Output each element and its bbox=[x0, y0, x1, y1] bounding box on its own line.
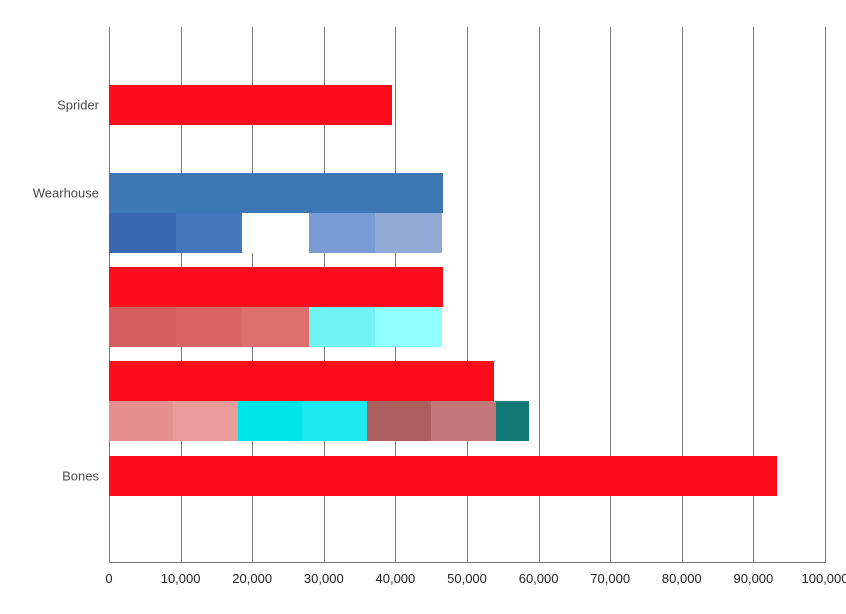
x-tick-label: 80,000 bbox=[662, 571, 702, 586]
bar-segment bbox=[109, 85, 392, 125]
bar-segment bbox=[109, 267, 443, 307]
gridline bbox=[825, 27, 826, 563]
bar-segment bbox=[496, 401, 530, 441]
bar-row bbox=[109, 401, 529, 441]
bar-segment bbox=[367, 401, 431, 441]
x-tick-label: 30,000 bbox=[304, 571, 344, 586]
x-tick-label: 10,000 bbox=[161, 571, 201, 586]
y-tick-label: Sprider bbox=[57, 98, 99, 113]
bar-segment bbox=[302, 401, 366, 441]
y-tick-label: Bones bbox=[62, 469, 99, 484]
bar-segment bbox=[109, 173, 443, 213]
bar-segment bbox=[109, 307, 176, 347]
bar-segment bbox=[173, 401, 237, 441]
bar-segment bbox=[242, 213, 309, 253]
bar-segment bbox=[109, 456, 777, 496]
bar-segment bbox=[176, 213, 243, 253]
plot-area: 010,00020,00030,00040,00050,00060,00070,… bbox=[109, 27, 825, 563]
bar-segment bbox=[375, 307, 442, 347]
bar-segment bbox=[238, 401, 302, 441]
x-tick-label: 50,000 bbox=[447, 571, 487, 586]
bar-row bbox=[109, 213, 442, 253]
x-tick-label: 40,000 bbox=[376, 571, 416, 586]
bar-segment bbox=[242, 307, 309, 347]
bar-segment bbox=[309, 307, 376, 347]
bar-segment bbox=[109, 361, 494, 401]
bar-segment bbox=[109, 213, 176, 253]
bar-row bbox=[109, 307, 442, 347]
bar-segment bbox=[109, 401, 173, 441]
bar-row bbox=[109, 456, 777, 496]
bar-row bbox=[109, 361, 494, 401]
stacked-bar-chart: 0 10,000 20,000 30,000 40,000 50,000 60,000 70,… bbox=[0, 0, 846, 614]
bar-row bbox=[109, 85, 392, 125]
bar-segment bbox=[431, 401, 495, 441]
bar-row bbox=[109, 267, 443, 307]
bar-segment bbox=[375, 213, 442, 253]
bar-segment bbox=[176, 307, 243, 347]
x-tick-label: 60,000 bbox=[519, 571, 559, 586]
y-tick-label: Wearhouse bbox=[33, 186, 99, 201]
x-tick-label: 100,000 bbox=[802, 571, 846, 586]
x-tick-label: 70,000 bbox=[590, 571, 630, 586]
x-tick-label: 0 bbox=[105, 571, 112, 586]
bar-segment bbox=[309, 213, 376, 253]
bar-row bbox=[109, 173, 443, 213]
x-tick-label: 90,000 bbox=[734, 571, 774, 586]
x-tick-label: 20,000 bbox=[232, 571, 272, 586]
